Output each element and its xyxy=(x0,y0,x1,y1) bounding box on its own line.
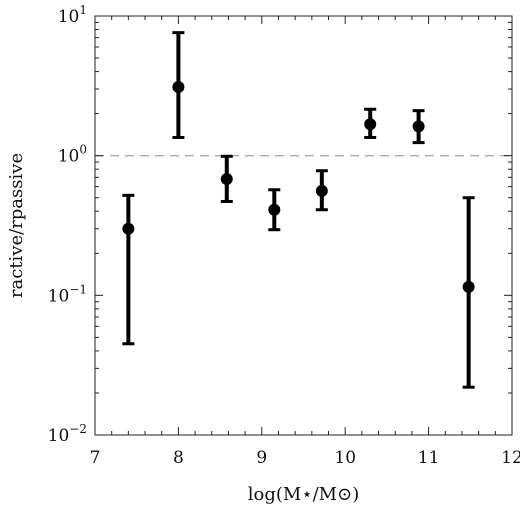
data-point xyxy=(268,188,281,232)
point-marker xyxy=(412,120,425,133)
y-tick-labels: 10−2 10−1 100 101 xyxy=(48,3,87,446)
x-tick-label: 9 xyxy=(256,448,267,468)
point-marker xyxy=(315,184,328,197)
x-tick-label: 10 xyxy=(334,448,356,468)
data-point xyxy=(462,196,475,389)
point-marker xyxy=(364,118,377,131)
data-point xyxy=(315,169,328,212)
x-tick-label: 8 xyxy=(173,448,184,468)
y-axis-title: ractive/rpassive xyxy=(6,153,27,298)
y-tick-label: 100 xyxy=(58,143,87,167)
point-marker xyxy=(172,81,185,94)
data-point xyxy=(122,193,135,346)
plot-frame xyxy=(94,15,513,436)
y-tick-label: 101 xyxy=(58,3,87,27)
x-tick-label: 12 xyxy=(501,448,520,468)
x-tick-label: 7 xyxy=(90,448,101,468)
data-point xyxy=(220,154,233,203)
point-marker xyxy=(122,222,135,235)
point-marker xyxy=(268,203,281,216)
data-point xyxy=(364,107,377,139)
point-marker xyxy=(462,280,475,293)
data-point xyxy=(412,109,425,145)
data-points-layer xyxy=(122,31,475,389)
y-tick-label: 10−1 xyxy=(48,282,87,306)
x-tick-label: 11 xyxy=(418,448,440,468)
data-point xyxy=(172,31,185,139)
ticks-layer xyxy=(94,16,513,436)
x-tick-labels: 7 8 9 10 11 12 xyxy=(90,448,520,468)
x-axis-title: log(M⋆/M⊙) xyxy=(248,484,359,505)
y-tick-label: 10−2 xyxy=(48,422,87,446)
point-marker xyxy=(220,173,233,186)
